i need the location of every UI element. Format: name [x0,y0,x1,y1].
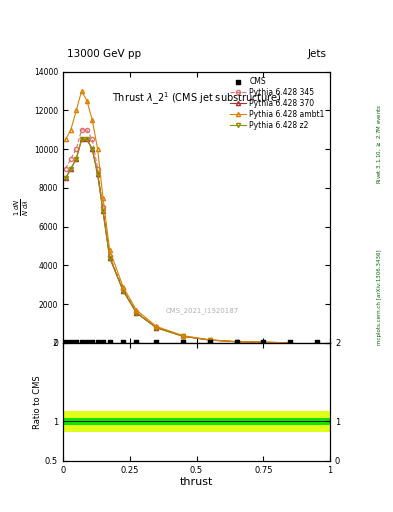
Pythia 6.428 370 [121,288,125,294]
CMS [89,338,95,347]
Pythia 6.428 370 [154,325,159,331]
Pythia 6.428 ambt1 [208,337,212,343]
Pythia 6.428 345 [84,127,89,133]
Pythia 6.428 370 [288,340,292,346]
Text: mcplots.cern.ch [arXiv:1306.3436]: mcplots.cern.ch [arXiv:1306.3436] [377,249,382,345]
X-axis label: thrust: thrust [180,477,213,487]
Pythia 6.428 345 [107,252,112,259]
Pythia 6.428 370 [107,254,112,261]
Line: Pythia 6.428 ambt1: Pythia 6.428 ambt1 [63,89,292,345]
Line: Pythia 6.428 z2: Pythia 6.428 z2 [63,137,292,345]
Pythia 6.428 345 [234,338,239,345]
Pythia 6.428 ambt1 [95,146,100,152]
Pythia 6.428 370 [208,337,212,343]
Pythia 6.428 345 [101,204,105,210]
CMS [287,338,293,347]
CMS [73,338,79,347]
Pythia 6.428 ambt1 [90,117,95,123]
Pythia 6.428 345 [208,337,212,343]
Text: CMS_2021_I1920187: CMS_2021_I1920187 [165,307,239,314]
Pythia 6.428 ambt1 [84,98,89,104]
Y-axis label: $\frac{1}{N}\frac{dN}{d\lambda}$: $\frac{1}{N}\frac{dN}{d\lambda}$ [13,199,31,216]
Pythia 6.428 ambt1 [74,108,79,114]
CMS [120,338,126,347]
Pythia 6.428 z2 [84,136,89,142]
Pythia 6.428 345 [79,127,84,133]
CMS [260,338,266,347]
CMS [314,338,320,347]
CMS [62,338,69,347]
Pythia 6.428 370 [79,136,84,142]
Pythia 6.428 345 [95,165,100,172]
Pythia 6.428 ambt1 [154,324,159,330]
CMS [153,338,160,347]
CMS [84,338,90,347]
Pythia 6.428 ambt1 [134,307,139,313]
Pythia 6.428 370 [63,175,68,181]
Pythia 6.428 z2 [95,172,100,178]
Text: Thrust $\lambda\_2^1$ (CMS jet substructure): Thrust $\lambda\_2^1$ (CMS jet substruct… [112,91,281,108]
Pythia 6.428 ambt1 [101,195,105,201]
Pythia 6.428 345 [68,156,73,162]
Pythia 6.428 z2 [208,337,212,343]
Pythia 6.428 345 [90,136,95,142]
CMS [133,338,140,347]
CMS [68,338,74,347]
Bar [63,418,330,425]
Pythia 6.428 z2 [107,254,112,261]
Pythia 6.428 345 [134,309,139,315]
Pythia 6.428 z2 [63,175,68,181]
Pythia 6.428 z2 [154,325,159,331]
Pythia 6.428 370 [84,136,89,142]
Pythia 6.428 370 [134,310,139,316]
Pythia 6.428 z2 [90,146,95,152]
Text: Rivet 3.1.10, $\geq$ 2.7M events: Rivet 3.1.10, $\geq$ 2.7M events [375,103,383,184]
CMS [180,338,186,347]
Pythia 6.428 370 [90,146,95,152]
Pythia 6.428 ambt1 [68,127,73,133]
Pythia 6.428 ambt1 [63,136,68,142]
Pythia 6.428 345 [181,333,185,339]
CMS [100,338,106,347]
Pythia 6.428 z2 [288,340,292,346]
Pythia 6.428 ambt1 [288,339,292,346]
CMS [107,338,113,347]
Text: 13000 GeV pp: 13000 GeV pp [67,49,141,59]
Pythia 6.428 z2 [68,165,73,172]
Pythia 6.428 370 [74,156,79,162]
Pythia 6.428 z2 [134,310,139,316]
Line: Pythia 6.428 345: Pythia 6.428 345 [63,127,292,345]
Pythia 6.428 370 [95,172,100,178]
Pythia 6.428 ambt1 [181,333,185,339]
CMS [207,338,213,347]
Pythia 6.428 370 [101,208,105,214]
Pythia 6.428 345 [154,324,159,330]
Pythia 6.428 ambt1 [79,88,84,94]
Pythia 6.428 345 [74,146,79,152]
Line: Pythia 6.428 370: Pythia 6.428 370 [63,137,292,345]
Legend: CMS, Pythia 6.428 345, Pythia 6.428 370, Pythia 6.428 ambt1, Pythia 6.428 z2: CMS, Pythia 6.428 345, Pythia 6.428 370,… [228,75,326,131]
Text: Jets: Jets [307,49,326,59]
Pythia 6.428 370 [68,165,73,172]
Pythia 6.428 345 [63,165,68,172]
Pythia 6.428 370 [234,339,239,345]
Pythia 6.428 ambt1 [121,284,125,290]
Bar [63,411,330,432]
Pythia 6.428 z2 [234,339,239,345]
Pythia 6.428 ambt1 [234,338,239,345]
Pythia 6.428 ambt1 [107,247,112,253]
Pythia 6.428 z2 [101,208,105,214]
Pythia 6.428 z2 [79,136,84,142]
Pythia 6.428 345 [121,286,125,292]
Pythia 6.428 370 [181,333,185,339]
CMS [233,338,240,347]
Y-axis label: Ratio to CMS: Ratio to CMS [33,375,42,429]
Pythia 6.428 345 [288,340,292,346]
CMS [79,338,85,347]
Pythia 6.428 z2 [121,288,125,294]
Pythia 6.428 z2 [74,156,79,162]
CMS [94,338,101,347]
Pythia 6.428 z2 [181,333,185,339]
